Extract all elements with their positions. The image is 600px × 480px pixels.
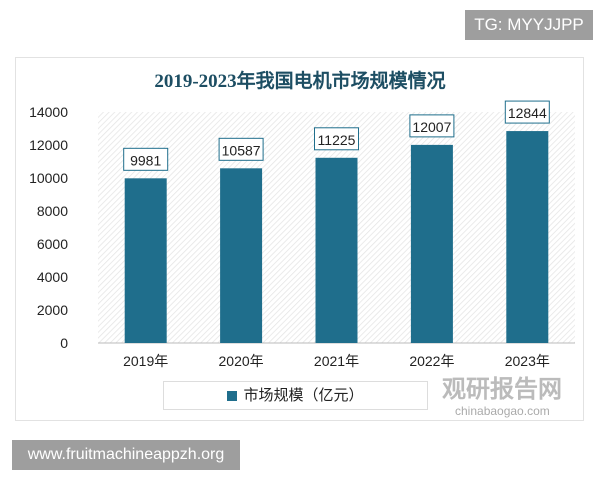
data-label-box	[314, 127, 359, 151]
watermark-top: TG: MYYJJPP	[465, 10, 593, 40]
data-label-box	[409, 114, 455, 138]
bar	[124, 178, 167, 343]
x-tick-label: 2022年	[409, 353, 454, 369]
watermark-site: chinabaogao.com	[455, 404, 550, 418]
bar	[410, 144, 453, 343]
bar	[315, 157, 358, 343]
x-tick-label: 2019年	[123, 353, 168, 369]
y-tick-label: 6000	[37, 236, 68, 252]
legend-label: 市场规模（亿元）	[243, 387, 364, 404]
data-label-box	[504, 100, 550, 124]
y-tick-label: 4000	[37, 269, 68, 285]
y-tick-label: 10000	[29, 170, 68, 186]
data-label-box	[123, 147, 169, 171]
data-label: 12844	[508, 105, 547, 121]
x-tick-label: 2021年	[314, 353, 359, 369]
watermark-bottom: www.fruitmachineappzh.org	[12, 440, 240, 470]
watermark-logo: 观研报告网	[442, 376, 562, 403]
data-label: 11225	[318, 132, 356, 148]
data-label: 9981	[130, 152, 161, 168]
chart-card	[15, 57, 584, 421]
y-tick-label: 0	[60, 335, 68, 351]
data-label: 12007	[412, 119, 451, 135]
legend-swatch	[227, 391, 238, 402]
y-tick-label: 12000	[29, 137, 68, 153]
x-tick-label: 2023年	[505, 353, 550, 369]
y-tick-label: 14000	[29, 104, 68, 120]
y-tick-label: 2000	[37, 302, 68, 318]
bar	[506, 131, 549, 343]
chart-title: 2019-2023年我国电机市场规模情况	[154, 71, 446, 92]
data-label-box	[218, 137, 264, 161]
x-tick-label: 2020年	[219, 353, 264, 369]
data-label: 10587	[222, 142, 261, 158]
legend: 市场规模（亿元）	[163, 381, 428, 410]
bar	[220, 168, 263, 343]
y-tick-label: 8000	[37, 203, 68, 219]
